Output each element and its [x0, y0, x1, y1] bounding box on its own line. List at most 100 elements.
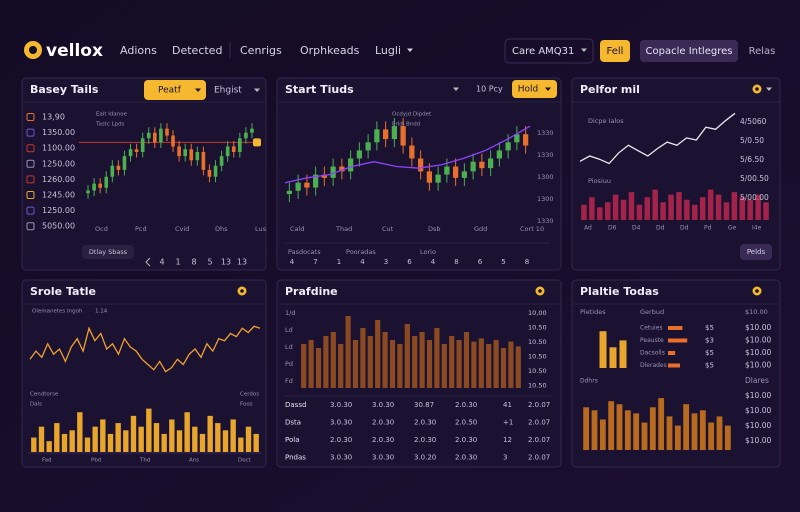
bar — [508, 341, 514, 388]
bar — [699, 197, 706, 220]
candle-body — [104, 176, 109, 188]
axis-label: 1300 — [537, 173, 554, 181]
candle-body — [505, 142, 511, 151]
page-number[interactable]: 1 — [337, 258, 341, 266]
nav-link[interactable]: Relas — [749, 46, 776, 57]
x-label: Doct — [238, 458, 252, 464]
button[interactable] — [512, 80, 557, 98]
row-bar — [668, 338, 688, 343]
axis-label: Pd — [285, 360, 293, 368]
page-number[interactable]: 3 — [384, 258, 388, 266]
page-number[interactable]: 4 — [159, 258, 164, 267]
bar — [591, 410, 598, 450]
page-number[interactable]: 8 — [454, 258, 458, 266]
footer-text: Pooradas — [346, 248, 376, 256]
page-number[interactable]: 6 — [478, 258, 483, 266]
dropdown-arrow — [453, 87, 459, 91]
candle-body — [461, 171, 467, 178]
button-text: Pelds — [747, 248, 766, 256]
axis-label: Dlares — [745, 376, 769, 385]
x-label: Dd — [656, 225, 665, 232]
candle-body — [183, 149, 187, 157]
cta-button[interactable] — [640, 40, 738, 62]
bar — [463, 332, 470, 388]
nav-link[interactable]: Lugli — [375, 44, 401, 57]
bar — [46, 441, 52, 452]
bar — [707, 189, 714, 220]
bar — [338, 344, 344, 388]
page-number[interactable]: 4 — [290, 258, 295, 266]
page-number[interactable]: 1 — [175, 258, 180, 267]
bar — [641, 422, 648, 450]
nav-link[interactable]: Adions — [120, 44, 157, 57]
nav-link[interactable]: Detected — [172, 44, 222, 57]
bar — [382, 332, 388, 388]
candle-body — [523, 134, 529, 146]
axis-label: $10.00 — [745, 391, 771, 400]
candle-body — [110, 165, 115, 177]
button[interactable] — [144, 80, 206, 100]
table-cell: 2.0.30 — [330, 436, 352, 444]
dropdown-arrow — [195, 88, 201, 92]
page-number[interactable]: 8 — [191, 258, 196, 267]
table-cell: 3.0.30 — [330, 454, 352, 462]
nav-link[interactable]: Cenrigs — [240, 44, 282, 57]
button-text: Hold — [518, 85, 539, 95]
table-cell: 3.0.30 — [330, 401, 352, 409]
panel-title: Start Tiuds — [285, 83, 354, 96]
row-label: Cetuies — [640, 325, 663, 332]
bar — [739, 197, 746, 220]
page-number[interactable]: 5 — [207, 258, 212, 267]
axis-label: 5/00.00 — [740, 193, 769, 202]
button[interactable] — [600, 40, 630, 62]
page-number[interactable]: 13 — [237, 258, 247, 267]
nav-link[interactable]: Orphkeads — [300, 44, 360, 57]
button[interactable] — [740, 244, 772, 260]
axis-label: 5/6.50 — [740, 155, 764, 164]
table-cell: 2.0.30 — [414, 419, 436, 427]
panel — [21, 77, 267, 271]
candle-body — [213, 165, 218, 177]
page-number[interactable]: 6 — [407, 258, 412, 266]
page-number[interactable]: 7 — [313, 258, 317, 266]
bar — [367, 336, 373, 388]
page-number[interactable]: 4 — [360, 258, 365, 266]
bar — [100, 419, 106, 452]
x-label: Ad — [584, 225, 592, 232]
page-number[interactable]: 4 — [431, 258, 436, 266]
icon-dot — [538, 289, 542, 293]
panel — [571, 77, 781, 271]
table-cell: 2.0.50 — [455, 419, 477, 427]
table-cell: 3.0.30 — [330, 419, 352, 427]
chart-label: Ddhrs — [580, 378, 598, 385]
axis-label: 1330 — [537, 151, 554, 159]
select[interactable] — [504, 38, 594, 64]
table-cell: 3 — [503, 454, 507, 462]
candle-body — [128, 149, 133, 157]
x-label: Cut — [382, 225, 394, 233]
dropdown-arrow — [766, 87, 772, 91]
bar — [599, 331, 607, 368]
prev-arrow — [145, 257, 151, 267]
bar — [245, 426, 252, 452]
dropdown[interactable]: Ehgist — [214, 86, 242, 96]
bar — [723, 202, 730, 220]
axis-label: 10.50 — [528, 338, 547, 346]
bar — [692, 204, 698, 220]
bar — [199, 433, 206, 452]
bar — [676, 192, 682, 220]
x-label: Thad — [335, 225, 352, 233]
axis-label: 1/d — [285, 309, 295, 317]
footer-button[interactable] — [82, 245, 134, 259]
axis-label: $10.00 — [745, 421, 771, 430]
bar — [352, 340, 359, 388]
bar — [612, 194, 619, 220]
page-number[interactable]: 8 — [525, 258, 529, 266]
page-number[interactable]: 13 — [221, 258, 231, 267]
bar — [146, 408, 152, 452]
list-icon — [26, 175, 35, 184]
footer-text: Lorio — [420, 248, 436, 256]
page-number[interactable]: 5 — [501, 258, 505, 266]
